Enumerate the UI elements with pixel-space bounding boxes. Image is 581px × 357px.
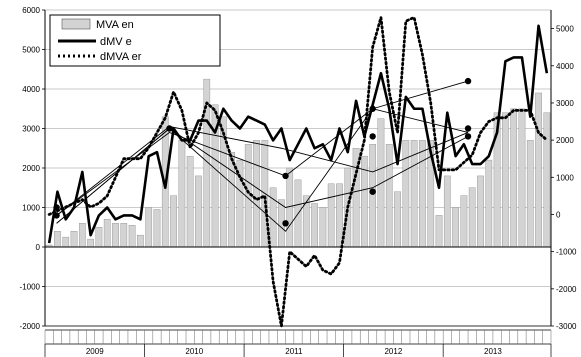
bar <box>178 140 186 248</box>
bar <box>319 207 327 248</box>
bar <box>502 112 509 248</box>
bar <box>460 195 468 248</box>
left-tick-label: 6000 <box>22 6 40 15</box>
line-dMVA-er <box>47 16 549 328</box>
bar <box>195 175 202 248</box>
bar <box>419 140 426 248</box>
bar <box>518 108 526 248</box>
bar <box>170 195 177 248</box>
bar <box>54 230 61 248</box>
left-tick-label: 4000 <box>22 85 40 94</box>
right-tick-label: 0 <box>556 210 561 219</box>
legend-label-dotted: dMVA er <box>100 51 142 63</box>
bar <box>311 203 318 248</box>
bar <box>485 159 493 248</box>
bar <box>78 223 86 248</box>
right-tick-label: -3000 <box>556 322 577 331</box>
bar <box>137 234 144 248</box>
bar <box>87 238 94 248</box>
bar <box>128 225 136 248</box>
right-tick-label: 4000 <box>556 62 574 71</box>
bar <box>103 219 111 248</box>
line-dMV-e <box>47 24 549 244</box>
right-tick-label: 2000 <box>556 136 574 145</box>
bar <box>526 140 534 248</box>
left-axis-ticks: -2000 -1000 0 1000 2000 3000 4000 5000 6000 <box>20 6 45 331</box>
trend-marker <box>282 172 289 180</box>
bar <box>145 207 153 248</box>
trend-marker <box>369 188 376 195</box>
right-axis-ticks: -3000 -2000 -1000 0 1000 2000 3000 4000 5000 <box>551 25 577 331</box>
left-tick-label: 2000 <box>22 164 40 173</box>
x-tick-label: 2011 <box>285 347 303 356</box>
bar <box>477 175 484 248</box>
bar <box>435 215 443 248</box>
right-tick-label: -2000 <box>556 285 577 294</box>
trend-marker <box>464 77 472 85</box>
bar-series <box>45 78 551 248</box>
right-tick-label: 3000 <box>556 99 574 108</box>
x-tick-label: 2010 <box>185 347 203 356</box>
bar <box>120 223 128 248</box>
bar <box>269 187 277 248</box>
left-tick-label: 5000 <box>22 46 40 55</box>
left-tick-label: 3000 <box>22 125 40 134</box>
bar <box>402 140 410 248</box>
legend-swatch-bar <box>61 18 91 30</box>
right-tick-label: 5000 <box>556 25 574 34</box>
right-tick-label: -1000 <box>556 248 577 257</box>
legend-label-bar: MVA en <box>96 19 134 31</box>
bar <box>336 183 343 248</box>
bar <box>510 108 518 248</box>
bar <box>468 187 476 248</box>
legend-label-solid: dMV e <box>100 36 132 48</box>
bar <box>186 155 194 248</box>
trend-marker <box>464 125 472 132</box>
bar <box>253 140 260 248</box>
bar <box>443 175 451 248</box>
bar <box>112 223 119 248</box>
trend-marker <box>369 133 376 140</box>
left-tick-label: 1000 <box>22 204 40 213</box>
bar <box>153 209 161 248</box>
line-series <box>47 16 549 328</box>
bar <box>410 140 418 248</box>
left-tick-label: -1000 <box>20 283 41 292</box>
trend-line <box>56 126 469 216</box>
bar <box>394 191 401 248</box>
bar <box>385 144 393 248</box>
bar <box>228 151 235 248</box>
legend: MVA en dMV e dMVA er <box>49 14 221 67</box>
bar <box>327 183 335 248</box>
right-tick-label: 1000 <box>556 173 574 182</box>
bar <box>70 230 78 248</box>
x-axis-ticks: 2009 2010 2011 2012 2013 <box>44 344 552 357</box>
x-tick-label: 2013 <box>484 347 502 356</box>
bar <box>543 112 551 248</box>
trend-marker <box>282 220 289 227</box>
left-tick-label: 0 <box>36 243 41 252</box>
bar <box>369 144 377 248</box>
left-tick-label: -2000 <box>20 322 41 331</box>
trend-line <box>56 127 469 224</box>
bar <box>452 207 459 248</box>
x-tick-label: 2012 <box>384 347 402 356</box>
bar <box>62 236 70 248</box>
trend-marker <box>166 125 173 132</box>
bar <box>95 227 103 248</box>
trend-marker <box>464 133 472 140</box>
x-tick-label: 2009 <box>86 347 104 356</box>
bar <box>535 92 542 248</box>
